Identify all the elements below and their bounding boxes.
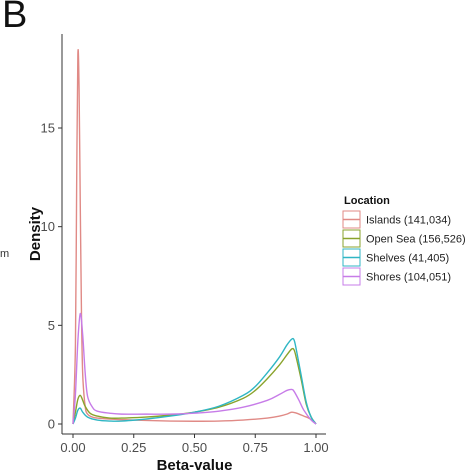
x-tick-label: 0.00 (60, 440, 85, 455)
x-tick-label: 0.25 (121, 440, 146, 455)
y-tick-label: 0 (48, 417, 55, 432)
legend-title: Location (344, 195, 390, 207)
legend-label-3: Shelves (41,405) (366, 253, 449, 265)
y-tick-label: 15 (41, 121, 55, 136)
x-tick-label: 0.50 (182, 440, 207, 455)
legend: Location Islands (141,034) Open Sea (156,… (342, 195, 466, 286)
legend-label-2: Open Sea (156,526) (366, 234, 466, 246)
edge-text-fragment: m (0, 248, 10, 260)
axes: 0 5 10 15 0.00 0.25 0.50 0.75 1.00 (41, 34, 329, 455)
panel-label: B (2, 0, 28, 36)
series-layer (72, 48, 317, 425)
y-tick-label: 5 (48, 318, 55, 333)
y-tick-label: 10 (41, 219, 55, 234)
series-line-4 (72, 312, 317, 425)
x-tick-label: 0.75 (243, 440, 268, 455)
series-line-1 (72, 48, 317, 425)
legend-label-4: Shores (104,051) (366, 272, 451, 284)
x-tick-label: 1.00 (303, 440, 328, 455)
x-axis-title: Beta-value (157, 457, 233, 474)
legend-label-1: Islands (141,034) (366, 215, 451, 227)
y-axis-title: Density (27, 206, 44, 261)
series-line-3 (72, 337, 317, 425)
